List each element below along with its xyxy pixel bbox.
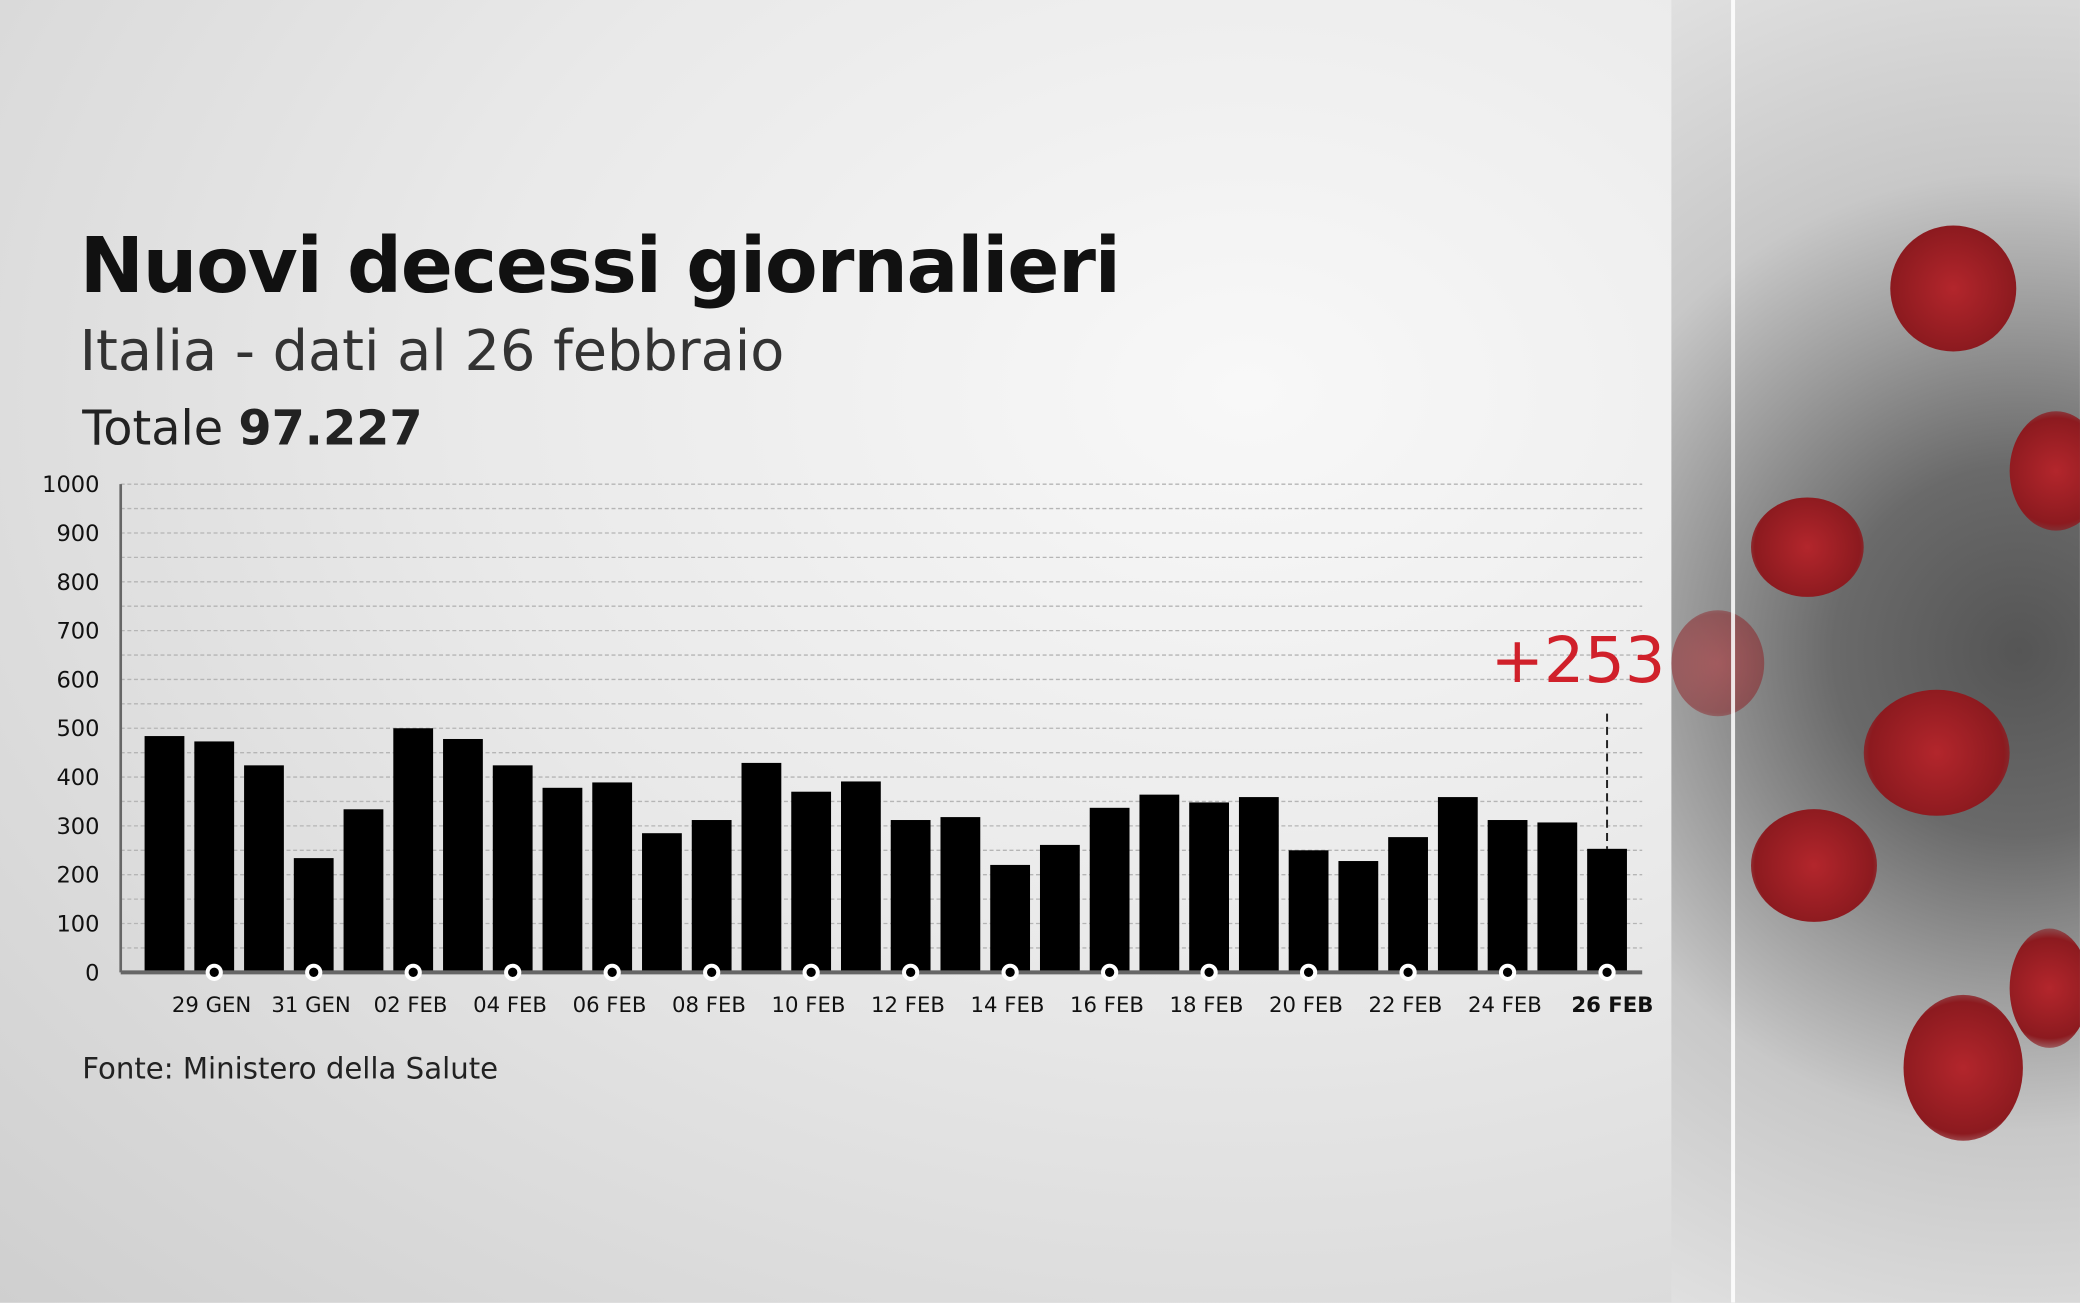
x-tick-label: 14 FEB: [971, 993, 1045, 1018]
x-tick-dot: [404, 963, 422, 981]
x-tick-label: 02 FEB: [374, 993, 448, 1018]
total: Totale 97.227: [82, 402, 422, 456]
x-tick-dot: [205, 963, 223, 981]
x-tick-label: 20 FEB: [1269, 993, 1343, 1018]
x-tick-label: 26 FEB: [1571, 993, 1653, 1018]
bar: [1238, 797, 1279, 973]
bar: [1537, 822, 1578, 973]
bar: [1089, 807, 1130, 973]
y-tick-label: 600: [56, 667, 99, 693]
x-tick-label: 22 FEB: [1368, 993, 1442, 1018]
bar: [1338, 861, 1379, 973]
y-tick-label: 100: [56, 911, 99, 937]
x-tick-dot: [1399, 963, 1417, 981]
y-tick-label: 900: [56, 521, 99, 547]
bar: [940, 817, 981, 973]
bar: [1039, 844, 1080, 973]
x-tick-label: 10 FEB: [772, 993, 846, 1018]
y-tick-label: 200: [56, 863, 99, 889]
y-tick-label: 1000: [42, 472, 99, 498]
bar: [144, 736, 185, 973]
x-tick-dot: [504, 963, 522, 981]
x-tick-dot: [902, 963, 920, 981]
x-tick-label: 04 FEB: [473, 993, 547, 1018]
x-tick-dot: [1299, 963, 1318, 981]
bar: [990, 864, 1031, 973]
chart-title: Nuovi decessi giornalieri: [79, 220, 1121, 311]
x-tick-label: 18 FEB: [1169, 993, 1243, 1018]
x-tick-dot: [1001, 963, 1019, 981]
bar: [443, 738, 483, 973]
bar: [244, 765, 284, 973]
x-tick-label: 06 FEB: [573, 993, 647, 1018]
y-tick-label: 800: [56, 570, 99, 596]
x-tick-dot: [603, 963, 621, 981]
bar: [691, 820, 732, 973]
total-label: Totale: [82, 401, 224, 457]
bar: [343, 809, 384, 973]
x-tick-dot: [1100, 963, 1119, 981]
bar: [1139, 794, 1180, 973]
total-value: 97.227: [238, 401, 423, 457]
bar: [293, 858, 334, 973]
divider: [1731, 0, 1736, 1303]
chart-subtitle: Italia - dati al 26 febbraio: [79, 318, 785, 384]
bar: [890, 820, 931, 973]
y-tick-label: 0: [85, 960, 99, 986]
annotation-label: +253: [1491, 624, 1666, 698]
x-tick-label: 12 FEB: [871, 993, 945, 1018]
bar: [1288, 850, 1329, 973]
bar: [741, 762, 782, 973]
y-tick-label: 400: [56, 765, 99, 791]
x-tick-label: 31 GEN: [271, 993, 350, 1018]
x-tick-dot: [802, 963, 820, 981]
bar: [393, 728, 434, 973]
bar: [194, 741, 235, 973]
virus-image: [1671, 0, 2080, 1303]
x-tick-dot: [703, 963, 721, 981]
x-tick-label: 16 FEB: [1070, 993, 1144, 1018]
y-tick-label: 500: [56, 716, 99, 742]
y-tick-label: 700: [56, 619, 99, 645]
bar: [492, 765, 533, 973]
x-tick-label: 29 GEN: [172, 993, 251, 1018]
y-tick-label: 300: [56, 814, 99, 840]
bar: [542, 787, 583, 973]
x-tick-dot: [1598, 963, 1616, 981]
x-tick-label: 08 FEB: [672, 993, 746, 1018]
bar: [1587, 848, 1627, 973]
bar: [1487, 820, 1528, 973]
bar: [642, 833, 682, 973]
x-tick-label: 24 FEB: [1468, 993, 1542, 1018]
bar: [1388, 837, 1428, 973]
source-note: Fonte: Ministero della Salute: [82, 1053, 499, 1087]
bar: [1437, 797, 1478, 973]
bar: [791, 791, 832, 973]
x-tick-dot: [305, 963, 323, 981]
bar: [841, 781, 881, 973]
x-tick-dot: [1200, 963, 1218, 981]
bar: [1189, 802, 1230, 973]
bar: [592, 782, 633, 973]
x-tick-dot: [1498, 963, 1517, 981]
